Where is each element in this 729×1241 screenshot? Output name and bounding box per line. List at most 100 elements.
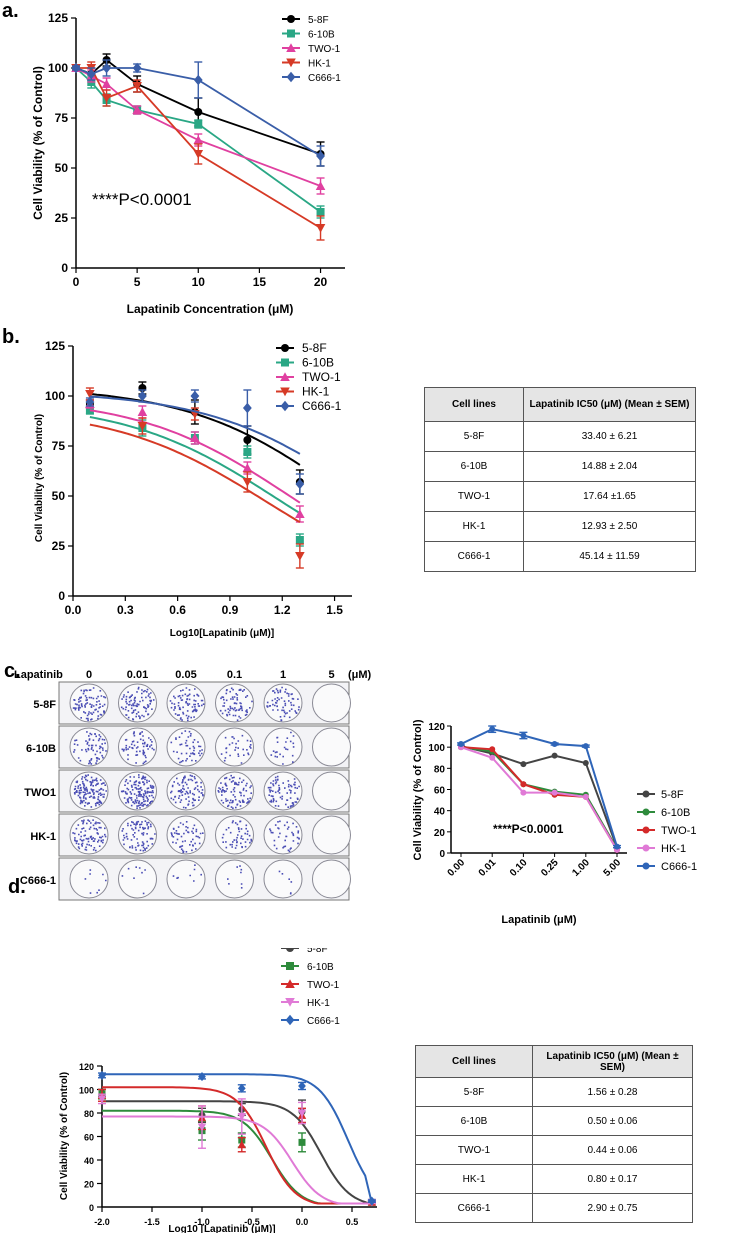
y-tick-label: 50 <box>55 161 69 175</box>
y-tick-label: 120 <box>428 722 445 733</box>
colony-dose-label: 0.1 <box>227 669 242 681</box>
data-point-hk-1 <box>242 478 253 487</box>
y-tick-label: 80 <box>84 1109 94 1119</box>
data-point-two-1 <box>237 1140 246 1149</box>
data-point-hk-1 <box>237 1113 246 1121</box>
colony-well <box>215 859 254 899</box>
colony-dose-label: 0.01 <box>127 669 148 681</box>
legend-marker-hk-1 <box>642 844 650 852</box>
data-point-c666-1 <box>298 1081 306 1091</box>
colony-dots <box>269 820 300 853</box>
data-point-5-8f <box>520 761 527 768</box>
y-tick-label: 75 <box>52 439 66 453</box>
table-cell: 6-10B <box>415 1106 533 1136</box>
y-tick-label: 125 <box>48 11 68 25</box>
data-point-two-1 <box>193 135 204 144</box>
data-point-5-8f <box>582 760 589 767</box>
legend-marker-hk-1 <box>286 58 296 68</box>
legend-marker-two-1 <box>285 979 295 988</box>
table-row: 5-8F 33.40 ± 6.21 <box>424 421 696 452</box>
legend-entry-6-10b: 6-10B <box>307 962 334 973</box>
colony-well <box>263 683 303 723</box>
data-point-c666-1 <box>85 396 95 408</box>
colony-well <box>312 815 351 855</box>
table-cell: 0.44 ± 0.06 <box>532 1135 693 1165</box>
legend-entry-two-1: TWO-1 <box>308 44 341 55</box>
table-cell: TWO-1 <box>415 1135 533 1165</box>
colony-dots <box>266 686 300 722</box>
legend-marker-two-1 <box>642 826 650 834</box>
legend-marker-5-8f <box>642 790 650 798</box>
colony-formation-image: Lapatinib (μM) 0 0.01 0.05 0.1 1 5 5-8F 6-10B TWO1… <box>14 669 372 901</box>
data-point-hk-1 <box>137 422 148 431</box>
legend-entry-c666-1: C666-1 <box>307 1016 340 1027</box>
y-tick-label: 25 <box>55 211 69 225</box>
data-point-hk-1 <box>315 224 326 233</box>
colony-dose-label: 1 <box>280 669 286 681</box>
y-axis-label: Cell Viability (% of Control) <box>412 719 424 860</box>
colony-dots <box>169 687 205 722</box>
legend-entry-two-1: TWO-1 <box>661 825 696 837</box>
table-row: HK-1 12.93 ± 2.50 <box>424 511 696 542</box>
data-point-two-1 <box>520 781 527 788</box>
table-header-cell-lines: Cell lines <box>415 1045 533 1078</box>
data-point-6-10b <box>295 536 304 544</box>
colony-well <box>312 771 351 811</box>
colony-well <box>118 859 157 899</box>
table-row: 6-10B 0.50 ± 0.06 <box>415 1106 693 1136</box>
data-point-two-1 <box>295 509 305 518</box>
data-point-c666-1 <box>242 402 252 414</box>
data-point-6-10b <box>194 120 203 128</box>
data-point-hk-1 <box>297 1109 307 1118</box>
data-point-c666-1 <box>98 1070 106 1080</box>
colony-well <box>69 771 109 811</box>
fit-curve-c666-1 <box>89 395 301 455</box>
panel-label-a: a. <box>2 0 19 22</box>
y-tick-label: 60 <box>84 1133 94 1143</box>
colony-well <box>312 727 351 767</box>
data-point-two-1 <box>137 407 148 416</box>
table-cell: C666-1 <box>424 541 524 572</box>
x-tick-label: 0.3 <box>117 603 134 617</box>
legend-marker-5-8f <box>287 15 295 23</box>
y-tick-label: 25 <box>52 539 66 553</box>
data-point-two-1 <box>190 433 200 442</box>
colony-dots <box>219 687 253 721</box>
data-point-c666-1 <box>190 390 200 402</box>
data-point-c666-1 <box>71 62 81 74</box>
x-tick-label: 1.5 <box>326 603 343 617</box>
colony-well <box>312 683 351 723</box>
legend-marker-c666-1 <box>642 862 650 870</box>
data-point-c666-1 <box>193 74 203 86</box>
data-point-c666-1 <box>198 1072 206 1082</box>
table-cell: HK-1 <box>415 1164 533 1194</box>
table-cell: HK-1 <box>424 511 524 542</box>
y-tick-label: 0 <box>58 589 65 603</box>
colony-dots <box>221 820 253 849</box>
colony-drug-label: Lapatinib <box>14 669 63 681</box>
colony-dots <box>170 821 204 854</box>
legend-entry-hk-1: HK-1 <box>661 843 686 855</box>
y-tick-label: 50 <box>52 489 66 503</box>
legend-entry-hk-1: HK-1 <box>308 59 331 70</box>
table-cell: 1.56 ± 0.28 <box>532 1077 693 1107</box>
colony-unit-label: (μM) <box>348 669 372 681</box>
colony-well <box>166 859 206 899</box>
x-tick-label: 15 <box>253 275 267 289</box>
legend-marker-6-10b <box>281 358 289 367</box>
x-tick-label: 0.00 <box>446 857 468 879</box>
data-point-6-10b <box>298 1138 306 1146</box>
colony-dots <box>121 820 156 852</box>
table-cell: 14.88 ± 2.04 <box>523 451 696 482</box>
legend-entry-two-1: TWO-1 <box>307 980 340 991</box>
x-tick-label: 1.2 <box>274 603 291 617</box>
x-tick-label: 0.6 <box>169 603 186 617</box>
x-axis-label: Lapatinib (μM) <box>501 914 577 926</box>
data-point-c666-1 <box>295 478 305 490</box>
colony-well <box>118 683 157 723</box>
colony-dose-label: 0 <box>86 669 92 681</box>
fit-curve-hk-1 <box>102 1115 372 1205</box>
data-point-c666-1 <box>551 740 558 747</box>
legend-entry-5-8f: 5-8F <box>307 948 328 955</box>
legend-marker-c666-1 <box>286 71 296 83</box>
